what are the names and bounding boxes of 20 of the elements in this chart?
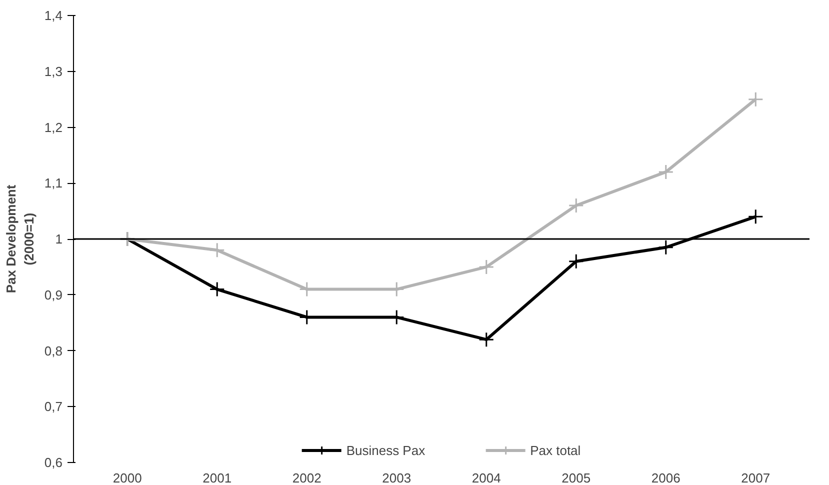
y-tick-label: 0,7 xyxy=(44,399,63,414)
x-tick-label: 2007 xyxy=(741,470,770,485)
legend-label: Business Pax xyxy=(346,442,426,458)
x-tick-label: 2001 xyxy=(202,470,232,485)
y-tick-label: 0,8 xyxy=(44,343,63,358)
x-tick-label: 2003 xyxy=(382,470,412,485)
y-tick-label: 1 xyxy=(55,232,63,246)
x-tick-label: 2004 xyxy=(472,470,501,485)
y-tick-label: 1,4 xyxy=(44,8,63,23)
x-tick-label: 2006 xyxy=(651,470,680,485)
legend-label: Pax total xyxy=(530,442,581,458)
y-axis-title: Pax Development (2000=1) xyxy=(3,184,36,294)
x-tick-label: 2005 xyxy=(562,470,591,485)
y-tick-label: 0,9 xyxy=(44,287,63,302)
y-tick-label: 0,6 xyxy=(44,455,63,470)
y-tick-label: 1,2 xyxy=(44,120,63,135)
y-tick-label: 1,1 xyxy=(44,176,63,191)
x-tick-label: 2000 xyxy=(112,470,142,485)
x-tick-label: 2002 xyxy=(292,470,322,485)
y-tick-label: 1,3 xyxy=(44,64,63,79)
